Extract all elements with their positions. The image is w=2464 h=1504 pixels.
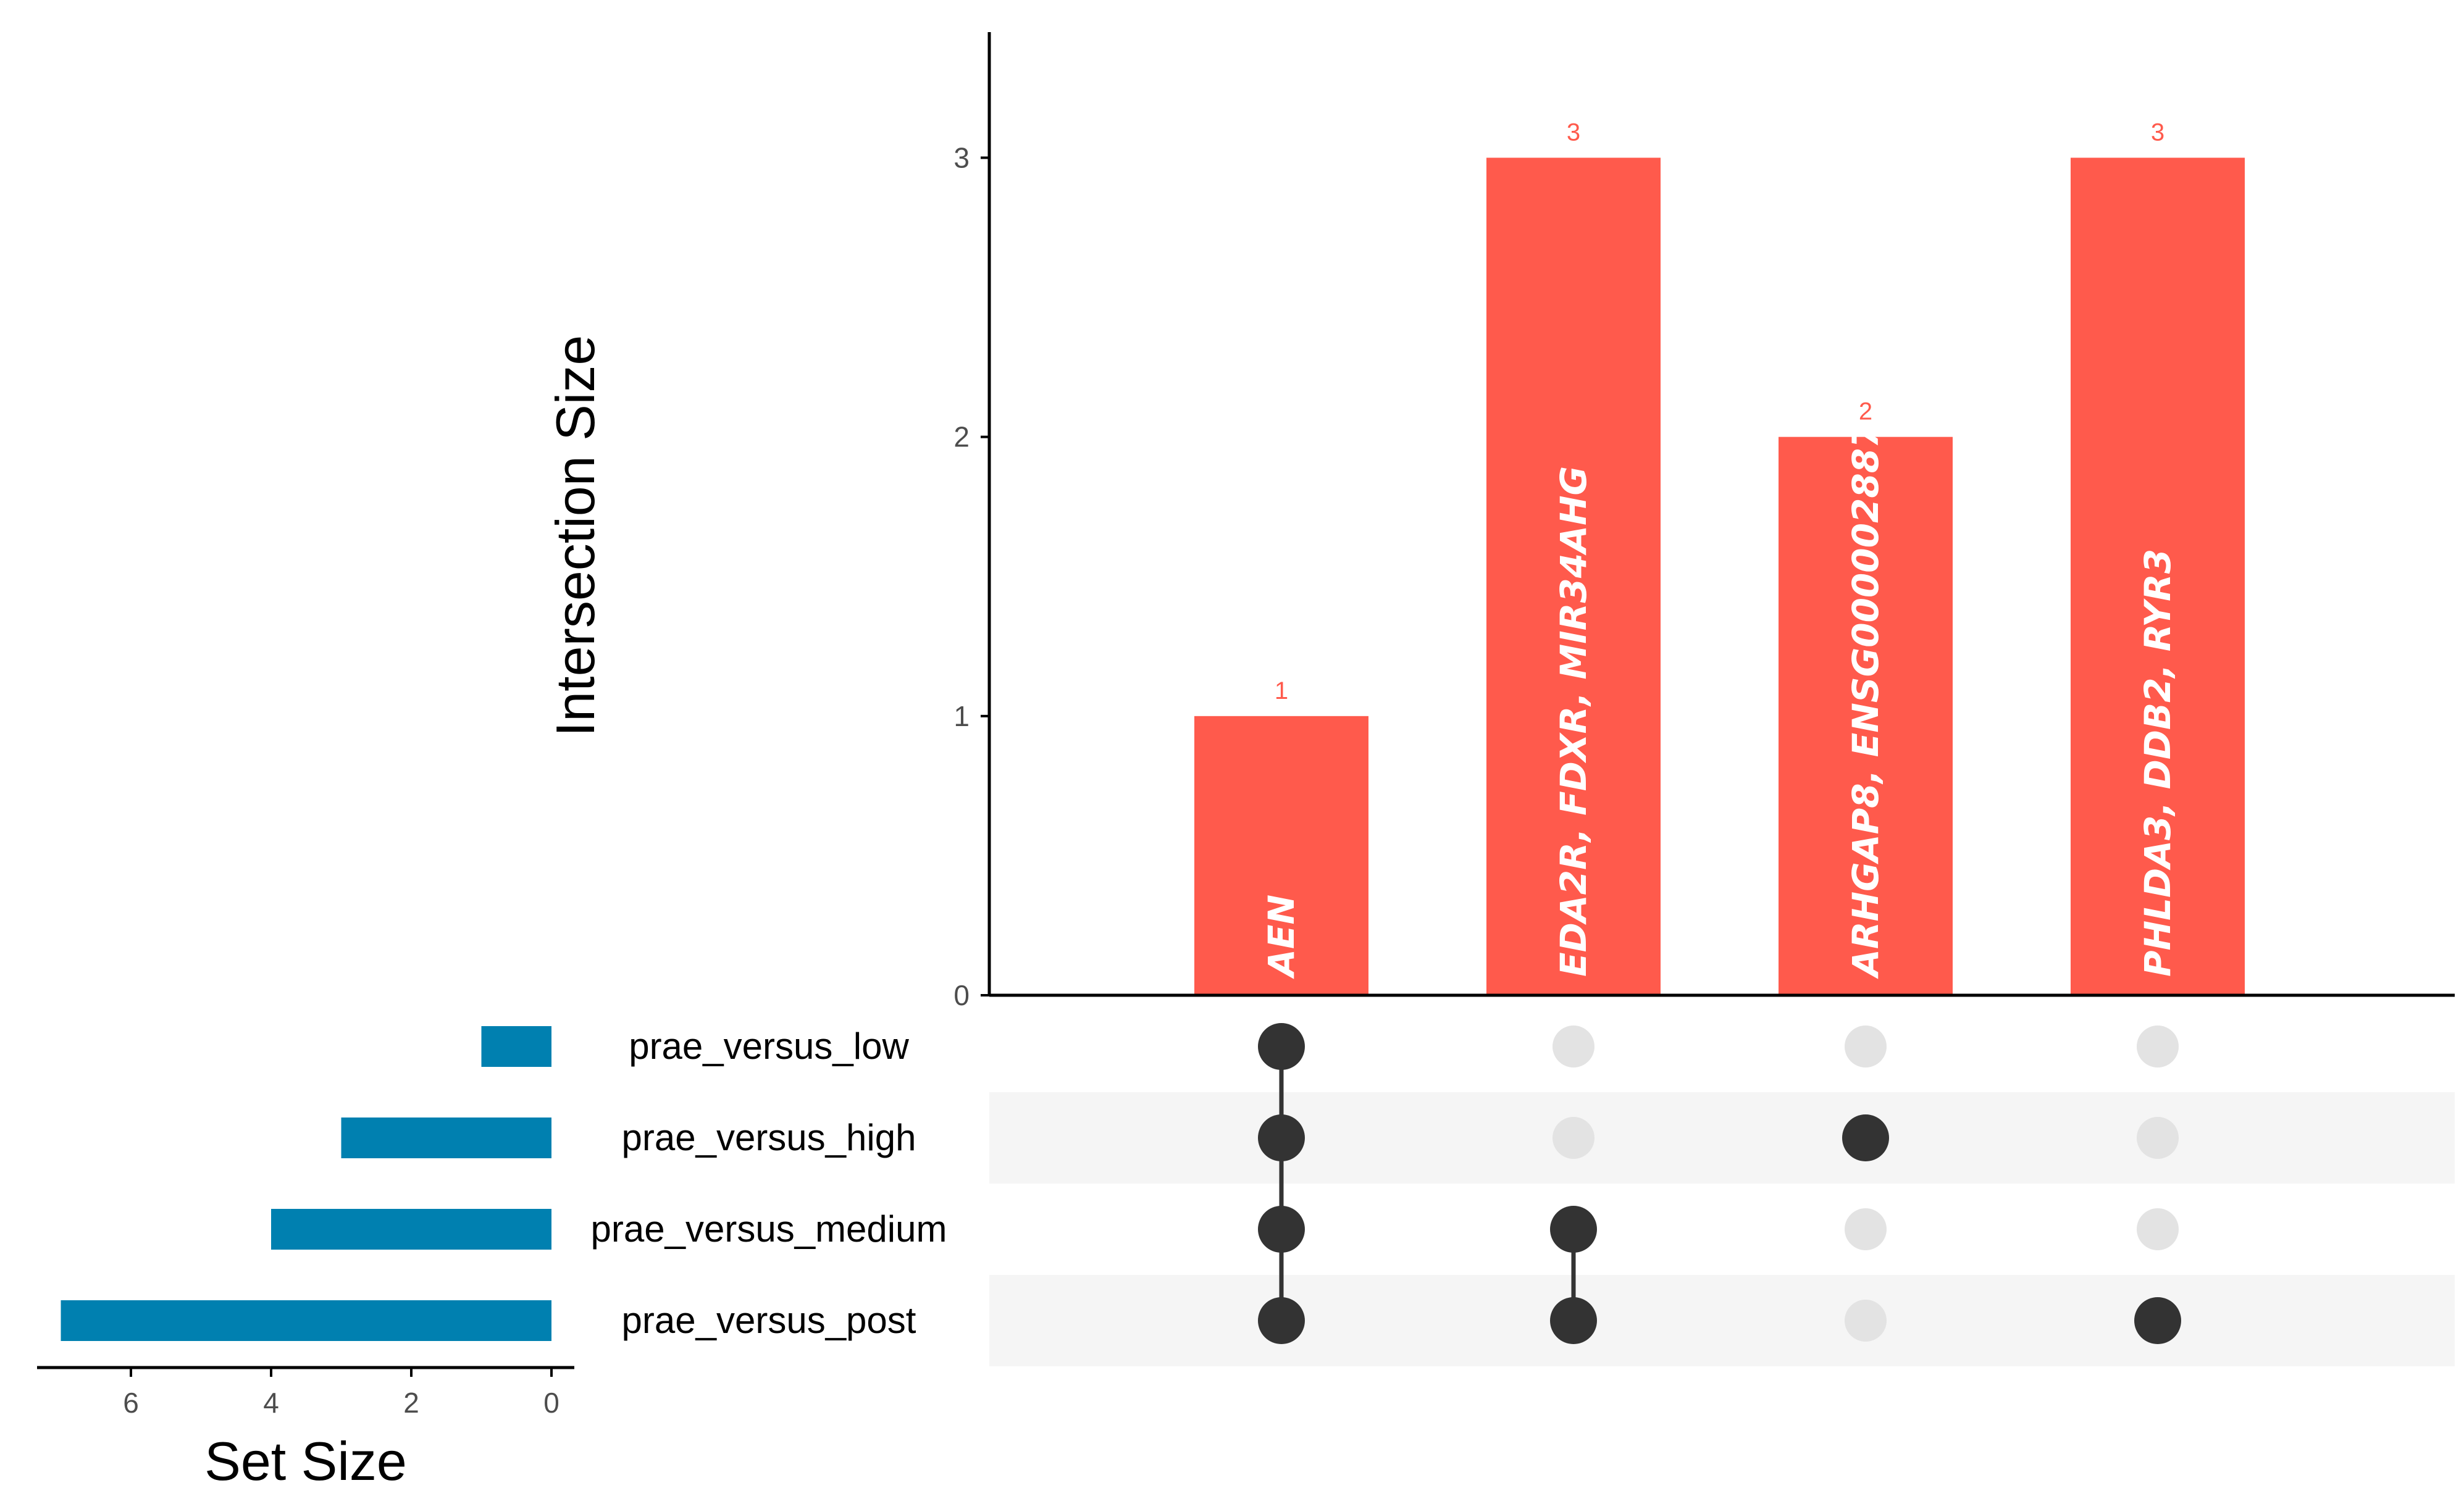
intersection-size-axis (987, 32, 2455, 997)
matrix-dot-inactive (2137, 1026, 2179, 1067)
bar-count-label: 3 (1567, 119, 1580, 146)
set-size-bar-prae_versus_post (61, 1300, 551, 1341)
intersection-size-title: Intersection Size (545, 335, 606, 737)
matrix-dot-active (1258, 1206, 1305, 1253)
bar-count-label: 1 (1275, 677, 1288, 704)
matrix-dot-inactive (2137, 1117, 2179, 1159)
set-size-bar-prae_versus_medium (271, 1209, 551, 1250)
intersection-bars (1194, 157, 2245, 995)
bar-count-label: 2 (1859, 398, 1872, 425)
gene-label: PHLDA3, DDB2, RYR3 (2137, 549, 2179, 977)
set-size-ticks: 6 4 2 0 (123, 1368, 559, 1419)
set-size-tick-label: 2 (403, 1387, 419, 1419)
set-label-prae_versus_post: prae_versus_post (622, 1300, 916, 1341)
matrix-dot-active (1258, 1297, 1305, 1344)
bar-count-label: 3 (2151, 119, 2164, 146)
set-label-prae_versus_high: prae_versus_high (622, 1117, 916, 1158)
gene-label: AEN (1260, 895, 1302, 979)
intersection-bar (1779, 437, 1953, 995)
matrix-dot-inactive (1845, 1300, 1887, 1342)
matrix-stripe-prae_versus_post (989, 1275, 2455, 1366)
gene-label: ARHGAP8, ENSG00000288725 (1845, 374, 1887, 979)
matrix-row-stripes (989, 1092, 2455, 1366)
gene-label: EDA2R, FDXR, MIR34AHG (1553, 466, 1594, 977)
intersection-bar (1486, 157, 1661, 995)
set-size-tick-label: 6 (123, 1387, 139, 1419)
intersection-bar (1194, 716, 1368, 995)
bar-count-labels: 1 3 2 3 (1275, 119, 2164, 704)
matrix-dot-inactive (1845, 1208, 1887, 1250)
intersection-bar (2071, 157, 2245, 995)
y-tick-label: 3 (953, 141, 970, 173)
matrix-dot-inactive (1845, 1026, 1887, 1067)
matrix-dot-active (1258, 1114, 1305, 1161)
set-size-tick-label: 0 (543, 1387, 559, 1419)
matrix-dot-inactive (1553, 1117, 1594, 1159)
matrix-dot-inactive (1553, 1026, 1594, 1067)
set-size-bar-prae_versus_high (341, 1118, 551, 1158)
matrix-dot-inactive (2137, 1208, 2179, 1250)
gene-labels: AEN EDA2R, FDXR, MIR34AHG ARHGAP8, ENSG000… (1260, 374, 2179, 979)
y-tick-label: 0 (953, 979, 970, 1011)
matrix-stripe-prae_versus_high (989, 1092, 2455, 1184)
set-size-bar-prae_versus_low (481, 1026, 551, 1067)
y-tick-label: 2 (953, 421, 970, 453)
set-size-tick-label: 4 (263, 1387, 279, 1419)
set-size-title: Set Size (204, 1431, 407, 1492)
matrix-dot-active (1550, 1206, 1597, 1253)
set-label-prae_versus_low: prae_versus_low (629, 1026, 909, 1067)
y-ticks: 0 1 2 3 (953, 141, 989, 1011)
matrix-dot-active (2134, 1297, 2181, 1344)
set-label-prae_versus_medium: prae_versus_medium (591, 1208, 947, 1250)
set-size-bars (61, 1026, 551, 1341)
matrix-dot-active (1842, 1114, 1889, 1161)
matrix-dots (1258, 1023, 2181, 1344)
set-labels: prae_versus_low prae_versus_high prae_vers… (591, 1026, 947, 1341)
matrix-dot-active (1258, 1023, 1305, 1070)
y-tick-label: 1 (953, 700, 970, 732)
matrix-dot-active (1550, 1297, 1597, 1344)
